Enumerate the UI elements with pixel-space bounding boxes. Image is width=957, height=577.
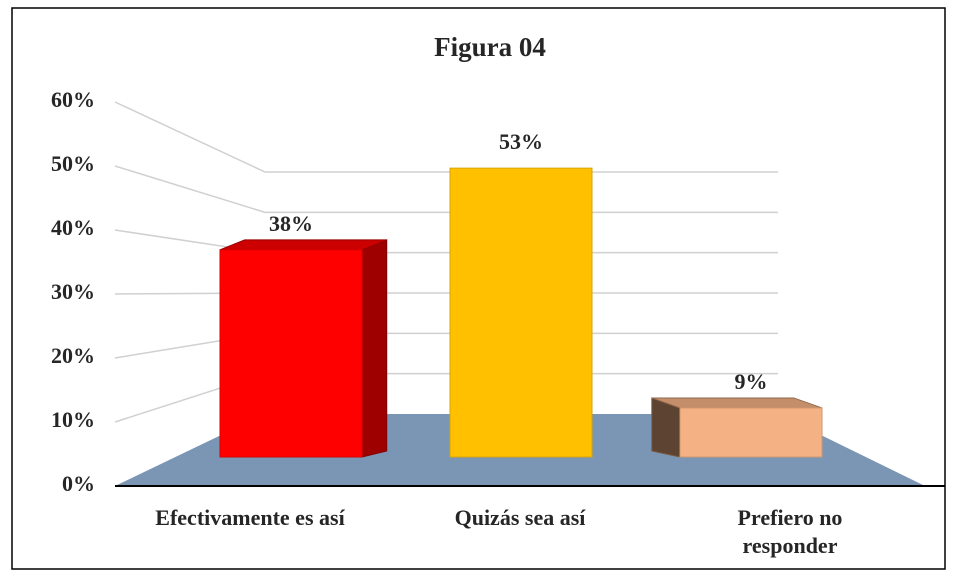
y-tick-label: 0%: [62, 471, 95, 496]
bar-side: [361, 239, 388, 458]
bar-top: [219, 239, 387, 251]
bar-top: [651, 397, 823, 409]
value-label: 38%: [269, 211, 313, 236]
x-tick-label: Prefiero no responder: [738, 505, 843, 558]
y-tick-label: 40%: [51, 215, 95, 240]
y-tick-label: 10%: [51, 407, 95, 432]
bar: [679, 407, 823, 458]
y-tick-label: 20%: [51, 343, 95, 368]
bar: [449, 167, 593, 458]
value-label: 53%: [499, 129, 543, 154]
bar-group: [219, 239, 388, 458]
y-tick-label: 50%: [51, 151, 95, 176]
y-tick-label: 30%: [51, 279, 95, 304]
x-tick-label: Quizás sea así: [455, 505, 587, 530]
grid-line: [114, 165, 778, 214]
y-tick-label: 60%: [51, 87, 95, 112]
label-line: Prefiero no: [738, 505, 843, 530]
bar: [219, 249, 363, 458]
chart-title: Figura 04: [434, 32, 546, 62]
x-tick-label: Efectivamente es así: [155, 505, 345, 530]
value-label: 9%: [735, 369, 768, 394]
label-line: responder: [743, 533, 838, 558]
bar-group: [449, 167, 593, 458]
grid-line: [114, 101, 778, 173]
bar-group: [651, 397, 823, 458]
